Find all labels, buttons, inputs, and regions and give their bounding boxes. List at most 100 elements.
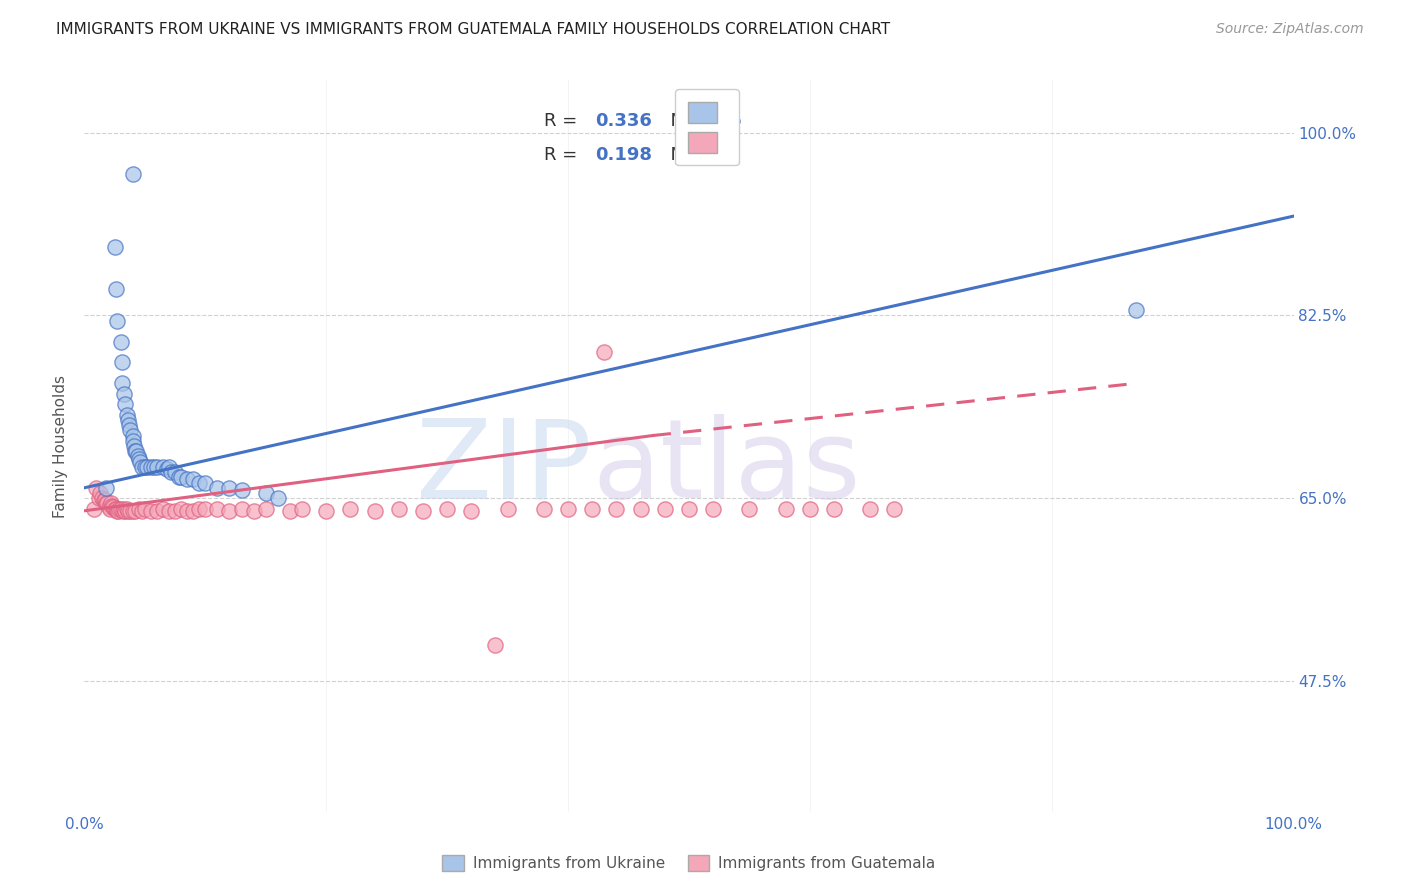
Point <box>799 501 821 516</box>
Point <box>188 501 211 516</box>
Point <box>107 504 129 518</box>
Point <box>131 504 153 518</box>
Point <box>188 475 211 490</box>
Point <box>146 459 169 474</box>
Point <box>278 504 301 518</box>
Text: Source: ZipAtlas.com: Source: ZipAtlas.com <box>1216 22 1364 37</box>
Point <box>165 504 187 518</box>
Legend: Immigrants from Ukraine, Immigrants from Guatemala: Immigrants from Ukraine, Immigrants from… <box>436 849 942 877</box>
Point <box>254 501 277 516</box>
Point <box>103 500 125 514</box>
Point <box>97 500 120 514</box>
Text: N =: N = <box>659 146 710 164</box>
Point <box>165 465 187 479</box>
Point <box>105 504 128 518</box>
Point <box>96 496 118 510</box>
Point <box>231 483 253 497</box>
Point <box>93 493 115 508</box>
Point <box>176 472 198 486</box>
Point <box>108 501 131 516</box>
Point <box>678 501 700 516</box>
Point <box>207 481 229 495</box>
Point <box>112 386 135 401</box>
Point <box>111 376 134 391</box>
Point <box>111 355 134 369</box>
Point <box>170 470 193 484</box>
Point <box>128 501 150 516</box>
Point <box>152 501 174 516</box>
Point <box>112 501 135 516</box>
Point <box>117 504 139 518</box>
Point <box>339 501 361 516</box>
Point <box>593 345 616 359</box>
Point <box>101 499 124 513</box>
Point <box>104 501 127 516</box>
Point <box>98 501 121 516</box>
Point <box>104 501 127 516</box>
Point <box>114 504 136 518</box>
Point <box>136 459 159 474</box>
Point <box>114 397 136 411</box>
Point <box>127 450 149 464</box>
Point <box>87 491 110 506</box>
Point <box>363 504 385 518</box>
Point <box>412 504 434 518</box>
Point <box>167 470 190 484</box>
Point <box>117 413 139 427</box>
Text: R =: R = <box>544 112 583 129</box>
Point <box>181 472 204 486</box>
Point <box>124 504 146 518</box>
Point <box>883 501 905 516</box>
Point <box>121 428 143 442</box>
Point <box>155 462 177 476</box>
Point <box>738 501 761 516</box>
Point <box>121 504 143 518</box>
Point <box>630 501 652 516</box>
Point <box>152 459 174 474</box>
Point <box>94 493 117 508</box>
Point <box>104 240 127 254</box>
Point <box>170 501 193 516</box>
Point <box>94 496 117 510</box>
Text: atlas: atlas <box>592 415 860 522</box>
Point <box>218 504 240 518</box>
Y-axis label: Family Households: Family Households <box>53 375 69 517</box>
Point <box>291 501 314 516</box>
Point <box>131 459 153 474</box>
Point <box>605 501 627 516</box>
Point <box>218 481 240 495</box>
Point <box>231 501 253 516</box>
Point <box>388 501 411 516</box>
Point <box>121 167 143 181</box>
Point <box>118 418 141 433</box>
Point <box>115 501 138 516</box>
Point <box>484 638 506 652</box>
Point <box>83 501 105 516</box>
Point <box>121 434 143 448</box>
Point <box>194 501 217 516</box>
Point <box>176 504 198 518</box>
Point <box>654 501 676 516</box>
Point <box>533 501 555 516</box>
Point <box>581 501 603 516</box>
Point <box>124 444 146 458</box>
Point <box>122 439 145 453</box>
Point <box>157 504 180 518</box>
Point <box>267 491 290 506</box>
Text: ZIP: ZIP <box>416 415 592 522</box>
Point <box>104 282 127 296</box>
Point <box>194 475 217 490</box>
Point <box>143 459 166 474</box>
Point <box>157 459 180 474</box>
Point <box>139 459 162 474</box>
Point <box>129 455 152 469</box>
Point <box>100 496 122 510</box>
Text: 45: 45 <box>717 112 742 129</box>
Point <box>460 504 482 518</box>
Text: 72: 72 <box>717 146 742 164</box>
Point <box>91 491 114 506</box>
Point <box>160 465 183 479</box>
Point <box>110 501 132 516</box>
Point <box>89 486 111 500</box>
Point <box>120 423 142 437</box>
